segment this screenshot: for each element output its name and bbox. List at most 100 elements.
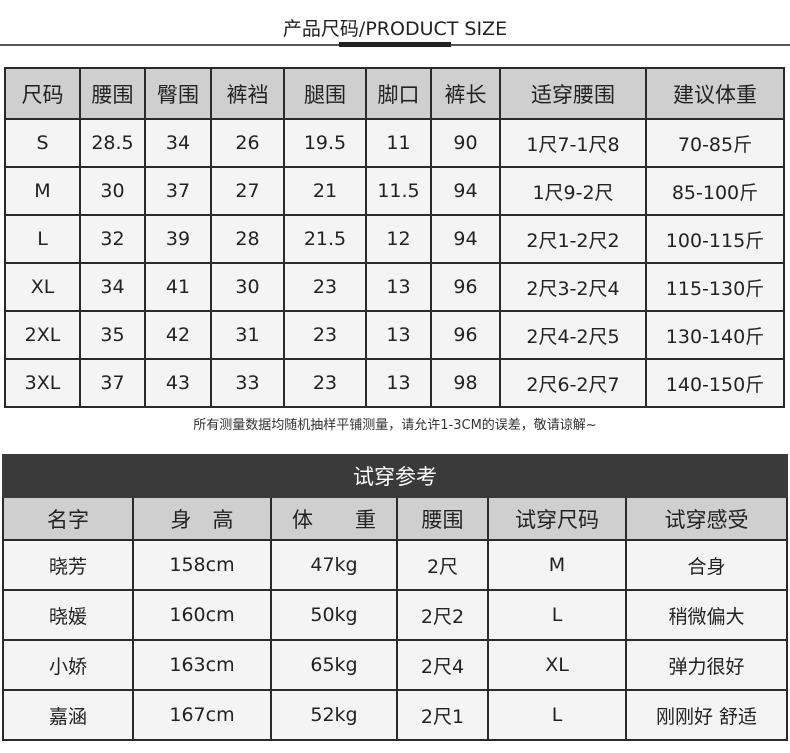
table-cell: 85-100斤	[645, 166, 785, 216]
table-cell: 98	[430, 358, 501, 408]
table-cell: 47kg	[270, 539, 398, 591]
header-cell: 体 重	[270, 496, 398, 541]
table-cell: 32	[79, 214, 146, 264]
table-cell: 2尺	[396, 539, 489, 591]
table-cell: S	[4, 118, 81, 168]
fit-reference-table: 试穿参考 名字身 高体 重腰围 试穿尺码 试穿感受 晓芳 158cm 47kg 2尺 M 合身 晓媛…	[2, 454, 788, 741]
table-cell: 41	[144, 262, 212, 312]
table-cell: 1尺7-1尺8	[499, 118, 647, 168]
table-cell: 160cm	[132, 589, 272, 641]
header-cell: 裤长	[430, 67, 501, 120]
table-cell: 23	[283, 358, 367, 408]
table-row: 2XL 35 42 31 23 13 96 2尺4-2尺5 130-140斤	[4, 310, 785, 360]
table-row: 小娇 163cm 65kg 2尺4 XL 弹力很好	[2, 639, 788, 691]
table-cell: 158cm	[132, 539, 272, 591]
table-cell: 23	[283, 310, 367, 360]
table-cell: 115-130斤	[645, 262, 785, 312]
table-cell: 30	[79, 166, 146, 216]
table-cell: 19.5	[283, 118, 367, 168]
table-row: 晓芳 158cm 47kg 2尺 M 合身	[2, 539, 788, 591]
table-cell: 167cm	[132, 689, 272, 741]
table-cell: 2XL	[4, 310, 81, 360]
measurement-note: 所有测量数据均随机抽样平铺测量，请允许1-3CM的误差，敬请谅解~	[193, 418, 597, 433]
table-row: L 32 39 28 21.5 12 94 2尺1-2尺2 100-115斤	[4, 214, 785, 264]
table-cell: XL	[4, 262, 81, 312]
table-cell: 2尺4-2尺5	[499, 310, 647, 360]
table-cell: 稍微偏大	[625, 589, 788, 641]
table-cell: M	[487, 539, 627, 591]
header-cell: 建议体重	[645, 67, 785, 120]
header-cell: 适穿腰围	[499, 67, 647, 120]
header-cell: 试穿感受	[625, 496, 788, 541]
table-cell: 13	[365, 358, 432, 408]
table-cell: 37	[144, 166, 212, 216]
table-cell: 27	[210, 166, 285, 216]
size-table: 尺码 腰围 臀围 裤裆 腿围 脚口 裤长 适穿腰围 建议体重 S 28.5 34 26 19.5 11 90 1…	[4, 67, 785, 408]
table-cell: M	[4, 166, 81, 216]
divider-accent	[339, 42, 451, 47]
table-cell: 33	[210, 358, 285, 408]
table-cell: 1尺9-2尺	[499, 166, 647, 216]
page-title: 产品尺码/PRODUCT SIZE	[282, 18, 508, 40]
table-row: 晓媛 160cm 50kg 2尺2 L 稍微偏大	[2, 589, 788, 641]
table-cell: 3XL	[4, 358, 81, 408]
header-cell: 尺码	[4, 67, 81, 120]
table-cell: XL	[487, 639, 627, 691]
table-cell: 94	[430, 214, 501, 264]
table-row: S 28.5 34 26 19.5 11 90 1尺7-1尺8 70-85斤	[4, 118, 785, 168]
table-cell: 2尺4	[396, 639, 489, 691]
table-cell: 嘉涵	[2, 689, 134, 741]
table-cell: 2尺1	[396, 689, 489, 741]
table-cell: 39	[144, 214, 212, 264]
header-cell: 腰围	[396, 496, 489, 541]
table-cell: 96	[430, 262, 501, 312]
table-cell: 晓芳	[2, 539, 134, 591]
table-cell: 94	[430, 166, 501, 216]
table-cell: 65kg	[270, 639, 398, 691]
table-row: 3XL 37 43 33 23 13 98 2尺6-2尺7 140-150斤	[4, 358, 785, 408]
header-cell: 试穿尺码	[487, 496, 627, 541]
table-cell: 140-150斤	[645, 358, 785, 408]
table-cell: 35	[79, 310, 146, 360]
header-cell: 腰围	[79, 67, 146, 120]
table-cell: 12	[365, 214, 432, 264]
table-row: M 30 37 27 21 11.5 94 1尺9-2尺 85-100斤	[4, 166, 785, 216]
table-cell: 163cm	[132, 639, 272, 691]
table-cell: L	[487, 589, 627, 641]
table-cell: 21.5	[283, 214, 367, 264]
table-cell: 70-85斤	[645, 118, 785, 168]
table-cell: 21	[283, 166, 367, 216]
table-cell: 31	[210, 310, 285, 360]
header-row: 尺码 腰围 臀围 裤裆 腿围 脚口 裤长 适穿腰围 建议体重	[4, 67, 785, 120]
table-cell: 23	[283, 262, 367, 312]
table-cell: 52kg	[270, 689, 398, 741]
header-cell: 脚口	[365, 67, 432, 120]
table-cell: 2尺1-2尺2	[499, 214, 647, 264]
table-cell: 晓媛	[2, 589, 134, 641]
fit-table-title: 试穿参考	[2, 454, 788, 498]
table-cell: 28	[210, 214, 285, 264]
table-cell: 28.5	[79, 118, 146, 168]
table-cell: 30	[210, 262, 285, 312]
header-cell: 身 高	[132, 496, 272, 541]
table-row: 嘉涵 167cm 52kg 2尺1 L 刚刚好 舒适	[2, 689, 788, 741]
table-row: XL 34 41 30 23 13 96 2尺3-2尺4 115-130斤	[4, 262, 785, 312]
header-cell: 臀围	[144, 67, 212, 120]
header-row: 名字身 高体 重腰围 试穿尺码 试穿感受	[2, 496, 788, 541]
table-cell: 2尺2	[396, 589, 489, 641]
table-cell: 刚刚好 舒适	[625, 689, 788, 741]
header-cell: 裤裆	[210, 67, 285, 120]
header-cell: 名字	[2, 496, 134, 541]
table-cell: 37	[79, 358, 146, 408]
table-cell: 34	[144, 118, 212, 168]
table-cell: 弹力很好	[625, 639, 788, 691]
header-cell: 腿围	[283, 67, 367, 120]
table-cell: 34	[79, 262, 146, 312]
table-cell: L	[4, 214, 81, 264]
table-cell: 11.5	[365, 166, 432, 216]
table-cell: 43	[144, 358, 212, 408]
table-cell: 42	[144, 310, 212, 360]
table-cell: 2尺6-2尺7	[499, 358, 647, 408]
table-cell: 50kg	[270, 589, 398, 641]
table-cell: 小娇	[2, 639, 134, 691]
